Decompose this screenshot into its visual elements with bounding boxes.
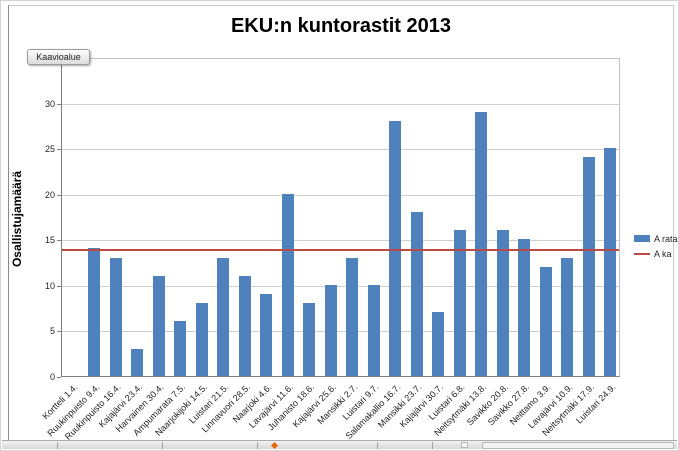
- gridline: [62, 240, 619, 242]
- bar[interactable]: [432, 312, 445, 376]
- tab-split-handle[interactable]: [461, 442, 468, 448]
- bar[interactable]: [217, 257, 230, 376]
- y-tick-label: 30: [44, 98, 55, 109]
- gridline: [62, 194, 619, 196]
- gridline: [62, 285, 619, 287]
- bar[interactable]: [346, 257, 359, 376]
- gridline: [62, 149, 619, 151]
- chart-area-tooltip: Kaavioalue: [27, 49, 90, 65]
- chart-area[interactable]: EKU:n kuntorastit 2013 Osallistujamäärä …: [8, 5, 678, 443]
- bar[interactable]: [303, 303, 316, 376]
- bar[interactable]: [561, 257, 574, 376]
- bar[interactable]: [496, 230, 509, 376]
- bar[interactable]: [604, 148, 617, 376]
- bar[interactable]: [539, 266, 552, 376]
- legend-item-a-rata[interactable]: A rata: [634, 231, 679, 246]
- bar[interactable]: [410, 211, 423, 376]
- bar[interactable]: [475, 111, 488, 376]
- bar[interactable]: [453, 230, 466, 376]
- y-tick-mark: [57, 377, 61, 378]
- y-tick-mark: [57, 149, 61, 151]
- y-tick-label: 5: [49, 326, 55, 337]
- horizontal-scrollbar[interactable]: [482, 442, 674, 449]
- gridline: [62, 331, 619, 333]
- legend-label-a-ka: A ka: [654, 248, 672, 259]
- y-tick-label: 0: [49, 372, 55, 382]
- y-tick-label: 15: [44, 235, 55, 246]
- bar[interactable]: [260, 293, 273, 376]
- bar[interactable]: [109, 257, 122, 376]
- bar[interactable]: [389, 120, 402, 376]
- y-tick-label: 25: [44, 144, 55, 155]
- y-tick-label: 10: [44, 280, 55, 291]
- y-tick-mark: [57, 331, 61, 333]
- y-tick-mark: [57, 103, 61, 105]
- bar[interactable]: [281, 193, 294, 376]
- legend-label-a-rata: A rata: [654, 233, 678, 244]
- tab-divider: [377, 442, 378, 449]
- bar[interactable]: [131, 348, 144, 376]
- tab-divider: [162, 442, 163, 449]
- legend[interactable]: A rata A ka: [634, 231, 679, 261]
- tab-divider: [257, 442, 258, 449]
- y-tick-label: 20: [44, 189, 55, 200]
- bar[interactable]: [238, 275, 251, 376]
- bar-series-swatch-icon: [634, 235, 650, 242]
- bar[interactable]: [88, 248, 101, 376]
- bar[interactable]: [195, 303, 208, 376]
- chart-title[interactable]: EKU:n kuntorastit 2013: [230, 15, 452, 37]
- bar[interactable]: [582, 157, 595, 376]
- gridline: [62, 103, 619, 105]
- new-sheet-icon[interactable]: [270, 441, 279, 450]
- line-series-swatch-icon: [634, 252, 650, 255]
- tab-divider: [432, 442, 433, 449]
- bar[interactable]: [324, 284, 337, 376]
- sheet-tab-bar[interactable]: [2, 440, 677, 450]
- average-line-a-ka[interactable]: [62, 248, 619, 251]
- y-tick-mark: [57, 240, 61, 242]
- bar[interactable]: [152, 275, 165, 376]
- y-tick-mark: [57, 285, 61, 287]
- y-axis-title[interactable]: Osallistujamäärä: [10, 170, 24, 268]
- legend-item-a-ka[interactable]: A ka: [634, 246, 679, 261]
- bar[interactable]: [518, 239, 531, 376]
- tab-divider: [57, 442, 58, 449]
- bar[interactable]: [174, 321, 187, 376]
- y-tick-mark: [57, 194, 61, 196]
- bar[interactable]: [367, 284, 380, 376]
- plot-area[interactable]: [61, 58, 620, 377]
